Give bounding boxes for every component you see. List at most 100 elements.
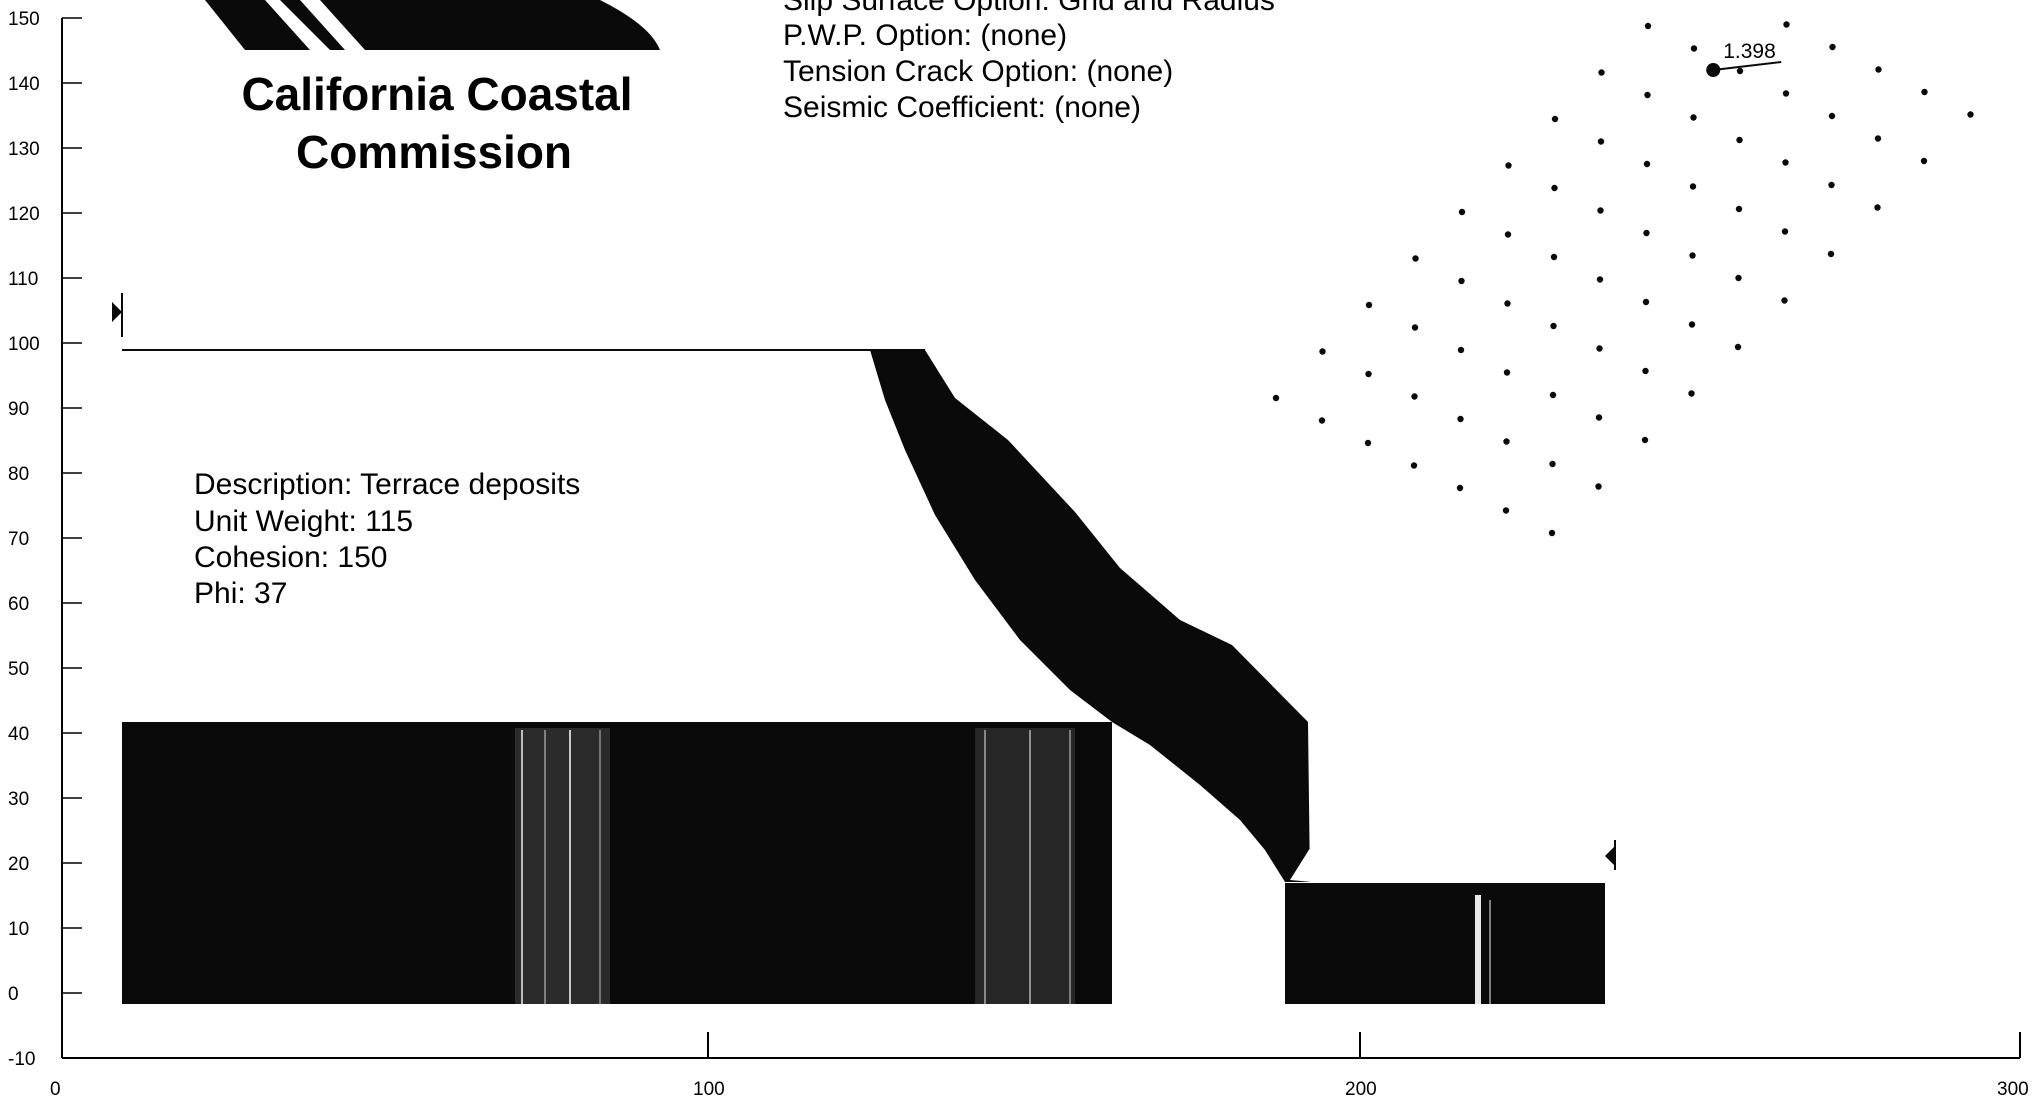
grid-point (1272, 394, 1280, 402)
seismic-coefficient: Seismic Coefficient: (none) (783, 91, 1141, 124)
grid-point (1411, 324, 1419, 331)
grid-point (1319, 348, 1326, 355)
pwp-option: P.W.P. Option: (none) (783, 19, 1067, 52)
material-properties: Description: Terrace deposits Unit Weigh… (194, 468, 580, 610)
grid-point (1781, 297, 1788, 304)
grid-point (1875, 66, 1882, 73)
left-boundary-arrow (112, 302, 122, 322)
x-tick-label: 300 (1997, 1079, 2029, 1099)
y-tick-label: 140 (8, 74, 40, 95)
grid-point (1782, 90, 1790, 97)
grid-point (1503, 438, 1510, 445)
grid-point (1364, 439, 1372, 447)
grid-point (1641, 436, 1649, 444)
y-tick-label: 70 (8, 529, 29, 550)
y-tick-label: 60 (8, 594, 29, 615)
analysis-options: Slip Surface Option: Grid and Radius P.W… (783, 0, 1275, 124)
grid-point (1457, 346, 1465, 354)
y-tick-label: 130 (8, 139, 40, 160)
grid-point (1457, 415, 1464, 423)
y-tick-label: 100 (8, 334, 40, 355)
y-axis-ticks: 150 140 130 120 110 100 90 80 70 60 50 4… (8, 9, 82, 1070)
grid-point (1550, 253, 1558, 261)
grid-point (1782, 159, 1789, 166)
grid-point (1458, 208, 1466, 216)
grid-point (1734, 343, 1742, 351)
y-tick-label: 30 (8, 789, 29, 810)
critical-center-underline (1713, 61, 1782, 71)
grid-point (1410, 462, 1418, 469)
grid-point (1690, 45, 1698, 52)
grid-point (1551, 115, 1559, 123)
grid-point (1365, 370, 1372, 378)
grid-point (1549, 460, 1556, 468)
grid-point (1598, 69, 1605, 76)
grid-point (1644, 22, 1652, 30)
y-tick-label: 40 (8, 724, 29, 745)
grid-point (1549, 391, 1557, 399)
grid-point (1689, 183, 1697, 190)
grid-point (1828, 112, 1836, 120)
grid-point (1502, 507, 1510, 514)
texture-streak (515, 728, 610, 1004)
grid-point (1644, 91, 1651, 99)
tension-crack-option: Tension Crack Option: (none) (783, 55, 1173, 88)
grid-point (1642, 367, 1649, 375)
grid-point (1967, 111, 1974, 118)
material-description: Description: Terrace deposits (194, 468, 580, 501)
grid-point (1689, 252, 1696, 259)
y-tick-label: -10 (8, 1049, 35, 1070)
grid-point (1597, 207, 1604, 214)
x-tick-label: 100 (693, 1079, 725, 1099)
x-tick-label: 0 (50, 1079, 61, 1099)
grid-point (1643, 160, 1651, 168)
material-phi: Phi: 37 (194, 577, 287, 610)
grid-point (1548, 529, 1556, 537)
slope-profile (112, 293, 1616, 1004)
y-tick-label: 150 (8, 9, 40, 30)
grid-point (1412, 255, 1419, 262)
y-tick-label: 120 (8, 204, 40, 225)
grid-point (1874, 204, 1881, 211)
grid-point (1642, 298, 1650, 306)
y-tick-label: 20 (8, 854, 29, 875)
grid-point (1828, 181, 1835, 189)
grid-point (1550, 322, 1557, 330)
grid-point (1783, 21, 1790, 28)
x-axis-ticks: 0 100 200 300 (50, 1032, 2029, 1099)
toe-gap-white (1290, 845, 1312, 882)
logo-line-2: Commission (296, 126, 572, 178)
grid-point (1504, 300, 1511, 307)
grid-point (1735, 274, 1742, 282)
grid-point (1736, 67, 1744, 75)
grid-point (1688, 321, 1696, 328)
y-tick-label: 0 (8, 984, 19, 1005)
grid-point (1411, 393, 1418, 400)
commission-logo: California Coastal Commission (205, 0, 660, 178)
grid-point (1827, 250, 1835, 258)
logo-stripes-shape (205, 0, 660, 50)
factor-of-safety-label: 1.398 (1723, 40, 1776, 63)
texture-streak (975, 728, 1075, 1004)
grid-point (1781, 228, 1789, 235)
material-cohesion: Cohesion: 150 (194, 541, 387, 574)
grid-point (1688, 390, 1695, 397)
grid-point (1596, 276, 1604, 283)
grid-point (1318, 417, 1326, 424)
y-tick-label: 50 (8, 659, 29, 680)
slip-center-grid (1272, 21, 1974, 537)
grid-point (1505, 162, 1512, 169)
y-tick-label: 80 (8, 464, 29, 485)
grid-point (1735, 205, 1743, 213)
grid-point (1503, 369, 1511, 376)
slip-mass-shape (870, 350, 1310, 882)
y-tick-label: 90 (8, 399, 29, 420)
grid-point (1874, 135, 1882, 142)
grid-point (1736, 136, 1743, 144)
grid-point (1456, 484, 1464, 492)
logo-line-1: California Coastal (241, 68, 632, 120)
bedrock-lower-bench (122, 722, 1112, 1004)
grid-point (1643, 229, 1650, 237)
grid-point (1365, 301, 1373, 309)
